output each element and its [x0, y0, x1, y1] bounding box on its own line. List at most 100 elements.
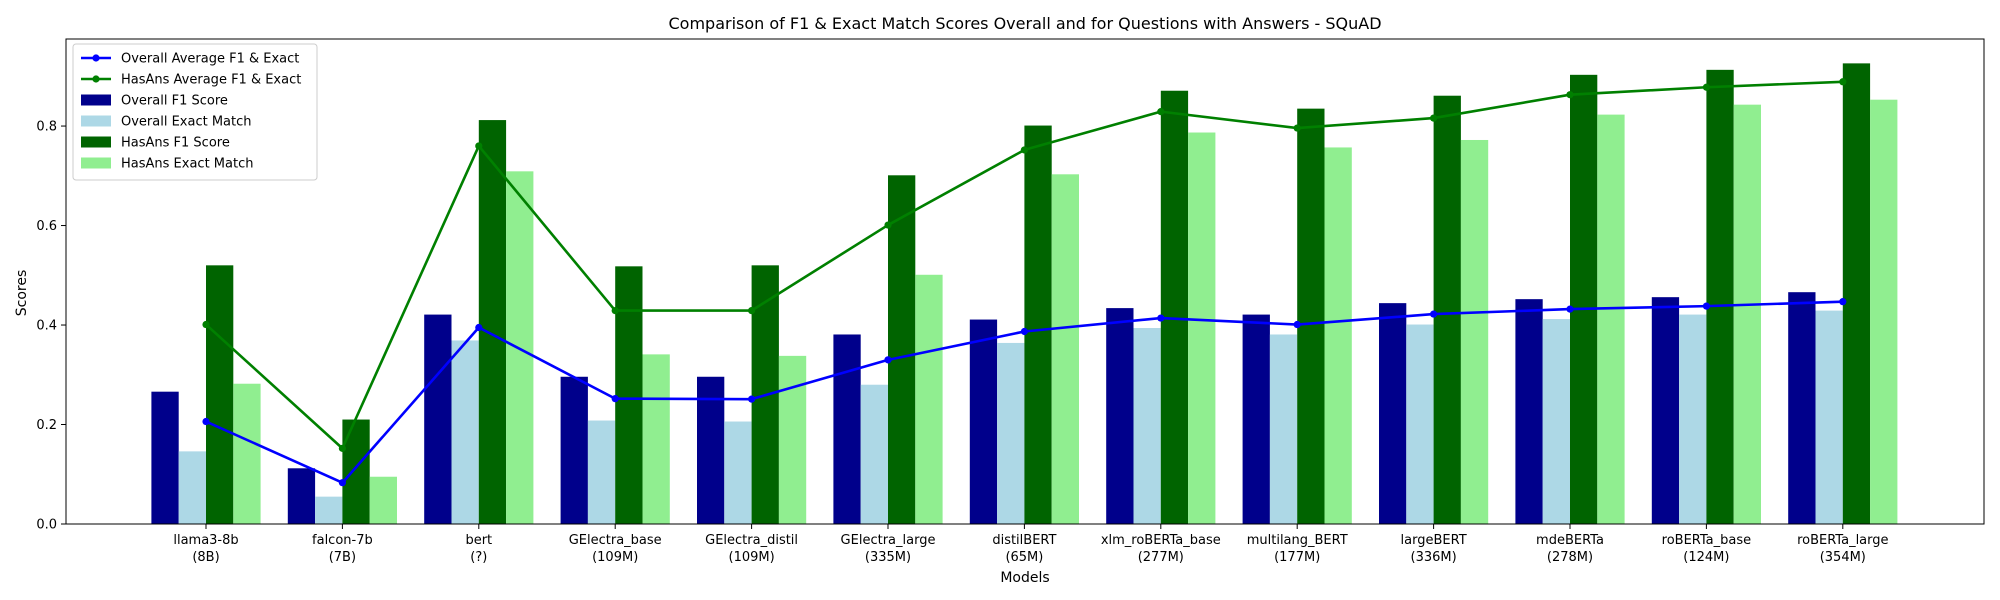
bar-overall-f1-score-bert [424, 314, 452, 524]
x-tick-label-roberta-large: roBERTa_large [1797, 533, 1888, 548]
bar-hasans-exact-match-multilang-bert [1324, 147, 1352, 524]
point-overall-average-f1-exact-roberta-base [1702, 302, 1710, 310]
legend-label-overall-exact-match: Overall Exact Match [121, 115, 252, 130]
legend-label-hasans-exact-match: HasAns Exact Match [121, 157, 253, 172]
bar-hasans-f1-score-gelectra-large [888, 175, 916, 525]
x-tick-label-largebert: largeBERT [1401, 533, 1467, 548]
bar-overall-exact-match-mdeberta [1542, 319, 1570, 524]
bar-hasans-exact-match-roberta-base [1733, 104, 1761, 524]
point-hasans-average-f1-exact-gelectra-large [884, 221, 892, 229]
plot-frame [65, 38, 1985, 525]
bar-hasans-f1-score-roberta-base [1706, 69, 1734, 524]
bars-layer [151, 63, 1898, 525]
bar-overall-f1-score-multilang-bert [1242, 314, 1270, 524]
bar-hasans-f1-score-mdeberta [1570, 74, 1598, 524]
legend: Overall Average F1 & Exact HasAns Average… [72, 43, 318, 181]
legend-marker-overall-average-f1-exact [92, 54, 100, 62]
axes-layer: 0.0 0.2 0.4 0.6 0.8 llama3-8b (8B) falcon-7b (7B… [36, 38, 1985, 565]
point-overall-average-f1-exact-falcon-7b [338, 479, 346, 487]
legend-swatch-overall-f1-score [81, 94, 111, 106]
bar-overall-exact-match-xlm-roberta-base [1133, 328, 1161, 524]
bar-hasans-f1-score-largebert [1433, 95, 1461, 525]
x-tick-sublabel-mdeberta: (278M) [1547, 550, 1593, 565]
bar-overall-exact-match-falcon-7b [315, 496, 343, 524]
y-tick-label: 0.0 [36, 518, 57, 533]
bar-overall-f1-score-roberta-large [1788, 292, 1816, 524]
point-hasans-average-f1-exact-roberta-base [1702, 83, 1710, 91]
bar-overall-exact-match-largebert [1406, 324, 1434, 524]
bar-overall-exact-match-gelectra-distil [724, 421, 752, 524]
point-overall-average-f1-exact-distilbert [1020, 327, 1028, 336]
bar-overall-exact-match-gelectra-base [587, 420, 616, 524]
point-overall-average-f1-exact-llama3-8b [202, 417, 210, 426]
bar-hasans-f1-score-gelectra-base [615, 266, 643, 524]
bar-overall-exact-match-distilbert [997, 342, 1025, 524]
point-overall-average-f1-exact-gelectra-large [884, 356, 892, 364]
x-tick-sublabel-roberta-base: (124M) [1683, 550, 1729, 565]
y-tick-label: 0.6 [36, 219, 57, 234]
x-tick-label-llama3-8b: llama3-8b [173, 533, 238, 548]
x-tick-sublabel-multilang-bert: (177M) [1274, 550, 1320, 565]
point-hasans-average-f1-exact-roberta-large [1839, 78, 1847, 86]
point-hasans-average-f1-exact-mdeberta [1566, 91, 1574, 99]
bar-hasans-exact-match-distilbert [1051, 174, 1079, 525]
bar-hasans-f1-score-llama3-8b [206, 265, 234, 524]
bar-overall-exact-match-llama3-8b [178, 451, 206, 524]
point-hasans-average-f1-exact-multilang-bert [1293, 124, 1301, 132]
legend-swatch-hasans-f1-score [81, 136, 111, 148]
bar-overall-f1-score-falcon-7b [287, 468, 316, 524]
bar-overall-f1-score-distilbert [969, 319, 998, 524]
bar-overall-exact-match-bert [451, 340, 479, 524]
point-hasans-average-f1-exact-largebert [1430, 114, 1438, 122]
bar-overall-f1-score-gelectra-base [560, 376, 588, 524]
bar-overall-exact-match-roberta-large [1815, 310, 1843, 524]
x-tick-label-bert: bert [465, 533, 492, 548]
bar-overall-f1-score-gelectra-distil [697, 376, 725, 524]
x-tick-label-distilbert: distilBERT [992, 533, 1056, 548]
x-tick-label-gelectra-distil: GElectra_distil [705, 533, 798, 548]
y-tick-label: 0.8 [36, 120, 57, 135]
x-tick-sublabel-xlm-roberta-base: (277M) [1138, 550, 1184, 565]
x-tick-sublabel-gelectra-large: (335M) [865, 550, 911, 565]
y-axis-label: Scores [14, 270, 30, 317]
point-overall-average-f1-exact-gelectra-distil [748, 395, 756, 403]
point-hasans-average-f1-exact-bert [475, 142, 483, 150]
legend-swatch-hasans-exact-match [81, 157, 111, 169]
x-tick-sublabel-roberta-large: (354M) [1820, 550, 1866, 565]
y-tick-label: 0.2 [36, 418, 57, 433]
legend-label-overall-f1-score: Overall F1 Score [121, 94, 228, 109]
x-tick-sublabel-llama3-8b: (8B) [192, 550, 219, 565]
chart-title: Comparison of F1 & Exact Match Scores Ov… [668, 14, 1381, 33]
bar-overall-exact-match-multilang-bert [1269, 334, 1298, 524]
x-tick-sublabel-falcon-7b: (7B) [329, 550, 356, 565]
point-overall-average-f1-exact-roberta-large [1839, 298, 1847, 306]
bar-overall-exact-match-roberta-base [1679, 314, 1707, 524]
bar-hasans-exact-match-gelectra-large [915, 274, 943, 524]
point-overall-average-f1-exact-largebert [1430, 310, 1438, 318]
x-tick-sublabel-gelectra-base: (109M) [592, 550, 638, 565]
point-hasans-average-f1-exact-gelectra-base [611, 307, 619, 315]
bar-overall-f1-score-largebert [1379, 303, 1407, 524]
x-tick-sublabel-largebert: (336M) [1411, 550, 1457, 565]
bar-hasans-exact-match-mdeberta [1597, 114, 1625, 525]
legend-label-hasans-f1-score: HasAns F1 Score [121, 136, 230, 151]
x-tick-label-gelectra-large: GElectra_large [841, 533, 936, 548]
bar-overall-f1-score-xlm-roberta-base [1106, 308, 1134, 524]
legend-label-hasans-average-f1-exact: HasAns Average F1 & Exact [121, 73, 301, 88]
x-tick-label-mdeberta: mdeBERTa [1536, 533, 1604, 548]
point-overall-average-f1-exact-multilang-bert [1293, 320, 1301, 329]
point-hasans-average-f1-exact-gelectra-distil [748, 307, 756, 315]
bar-hasans-exact-match-llama3-8b [233, 383, 261, 524]
bar-overall-f1-score-llama3-8b [151, 391, 179, 524]
legend-swatch-overall-exact-match [81, 115, 111, 127]
x-tick-sublabel-distilbert: (65M) [1005, 550, 1043, 565]
bar-hasans-f1-score-multilang-bert [1297, 108, 1325, 524]
x-tick-label-falcon-7b: falcon-7b [312, 533, 373, 548]
bar-hasans-exact-match-roberta-large [1870, 99, 1898, 524]
bar-overall-f1-score-roberta-base [1651, 297, 1680, 524]
bar-hasans-f1-score-bert [478, 120, 507, 524]
point-hasans-average-f1-exact-llama3-8b [202, 320, 210, 329]
bar-hasans-f1-score-distilbert [1024, 125, 1052, 525]
point-overall-average-f1-exact-mdeberta [1566, 305, 1574, 313]
